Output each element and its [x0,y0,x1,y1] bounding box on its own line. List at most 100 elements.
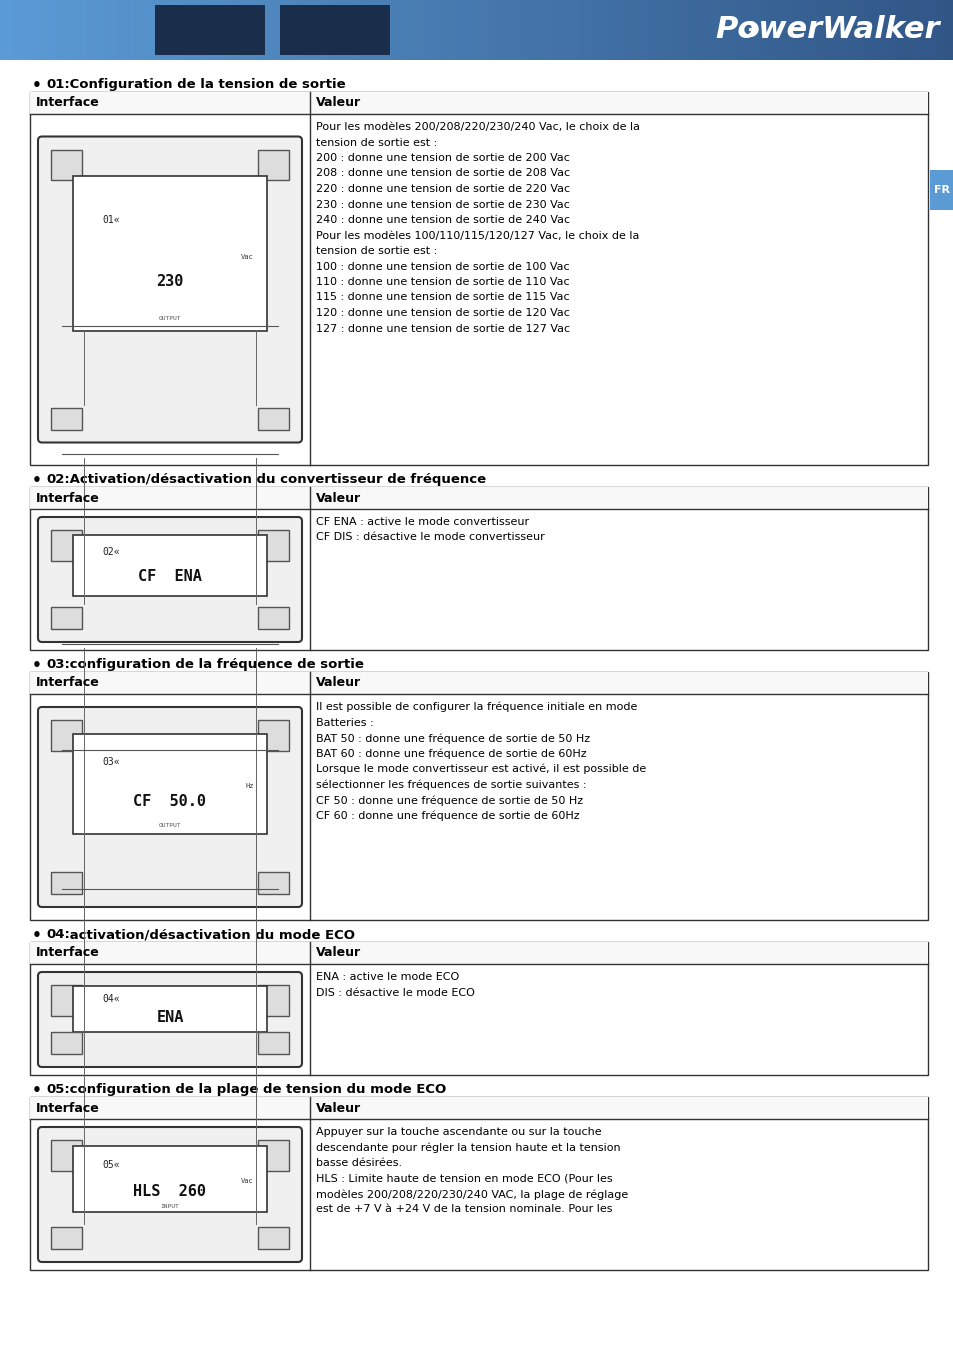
Bar [448,0,458,59]
Bar [867,0,878,59]
Text: sélectionner les fréquences de sortie suivantes :: sélectionner les fréquences de sortie su… [315,779,586,790]
Bar [229,0,239,59]
Text: Interface: Interface [36,946,100,960]
Bar [154,5,265,55]
FancyBboxPatch shape [38,1127,302,1262]
Text: ENA: ENA [156,1010,184,1025]
Text: 110 : donne une tension de sortie de 110 Vac: 110 : donne une tension de sortie de 110… [315,277,569,288]
Bar [162,0,172,59]
Bar [210,0,220,59]
Bar [314,0,325,59]
Bar [72,1146,267,1212]
Bar [743,0,754,59]
Bar [72,734,267,834]
Bar [381,0,392,59]
Bar [0,0,10,59]
Bar [191,0,201,59]
Bar [572,0,582,59]
Bar [72,987,267,1031]
Text: 02«: 02« [102,547,119,558]
Bar [591,0,601,59]
Text: Pour les modèles 200/208/220/230/240 Vac, le choix de la: Pour les modèles 200/208/220/230/240 Vac… [315,122,639,132]
Text: HLS  260: HLS 260 [133,1184,206,1199]
Bar [295,0,306,59]
Bar [286,0,296,59]
Bar [172,0,182,59]
Text: CF 60 : donne une fréquence de sortie de 60Hz: CF 60 : donne une fréquence de sortie de… [315,810,579,821]
Text: •: • [32,472,42,487]
Text: FR: FR [933,185,949,194]
Bar [30,1098,927,1119]
Bar [915,0,925,59]
Text: 220 : donne une tension de sortie de 220 Vac: 220 : donne une tension de sortie de 220… [315,184,570,194]
Bar [696,0,706,59]
Text: Interface: Interface [36,1102,100,1115]
Text: tension de sortie est :: tension de sortie est : [315,138,436,147]
Bar [51,720,82,751]
Text: Lorsque le mode convertisseur est activé, il est possible de: Lorsque le mode convertisseur est activé… [315,764,645,775]
Bar [781,0,792,59]
Bar [258,720,289,751]
Text: 04«: 04« [102,994,119,1004]
Text: configuration de la fréquence de sortie: configuration de la fréquence de sortie [65,657,363,671]
Text: CF ENA : active le mode convertisseur: CF ENA : active le mode convertisseur [315,517,529,526]
Bar [29,0,39,59]
Bar [934,0,944,59]
Bar [258,1227,289,1249]
Text: Valeur: Valeur [315,946,361,960]
Bar [353,0,363,59]
Text: CF  ENA: CF ENA [138,568,202,585]
Bar [467,0,477,59]
Bar [30,672,927,694]
Bar [372,0,382,59]
Bar [476,0,487,59]
Bar [610,0,620,59]
Bar [524,0,535,59]
FancyBboxPatch shape [38,517,302,643]
Bar [457,0,468,59]
Bar [133,0,144,59]
Text: •: • [32,78,42,93]
Bar [839,0,849,59]
Bar [114,0,125,59]
Bar [51,1227,82,1249]
Bar [181,0,192,59]
Bar [562,0,573,59]
Text: CF DIS : désactive le mode convertisseur: CF DIS : désactive le mode convertisseur [315,532,544,543]
Bar [258,608,289,629]
Bar [877,0,887,59]
Bar [257,0,268,59]
Bar [72,177,267,331]
Bar [152,0,163,59]
Bar [438,0,449,59]
Text: 100 : donne une tension de sortie de 100 Vac: 100 : donne une tension de sortie de 100… [315,262,569,271]
Bar [280,5,390,55]
Bar [391,0,401,59]
Bar [829,0,840,59]
Text: HLS : Limite haute de tension en mode ECO (Pour les: HLS : Limite haute de tension en mode EC… [315,1173,612,1184]
Bar [658,0,668,59]
Bar [724,0,735,59]
Bar [858,0,868,59]
Text: 04:: 04: [46,927,70,941]
Bar [324,0,335,59]
Bar [820,0,830,59]
Bar [486,0,497,59]
Text: Interface: Interface [36,491,100,505]
Text: CF  50.0: CF 50.0 [133,794,206,810]
Bar [258,408,289,429]
Bar [496,0,506,59]
Text: tension de sortie est :: tension de sortie est : [315,246,436,256]
Bar [929,170,953,211]
FancyBboxPatch shape [38,136,302,443]
Bar [258,872,289,894]
Text: Valeur: Valeur [315,491,361,505]
Text: •: • [32,927,42,944]
Text: PowerWalker: PowerWalker [715,15,939,45]
Bar [51,986,82,1015]
Text: Vac: Vac [241,254,253,259]
Bar [619,0,630,59]
Text: 230: 230 [156,274,184,289]
Bar [905,0,916,59]
Bar [48,0,58,59]
